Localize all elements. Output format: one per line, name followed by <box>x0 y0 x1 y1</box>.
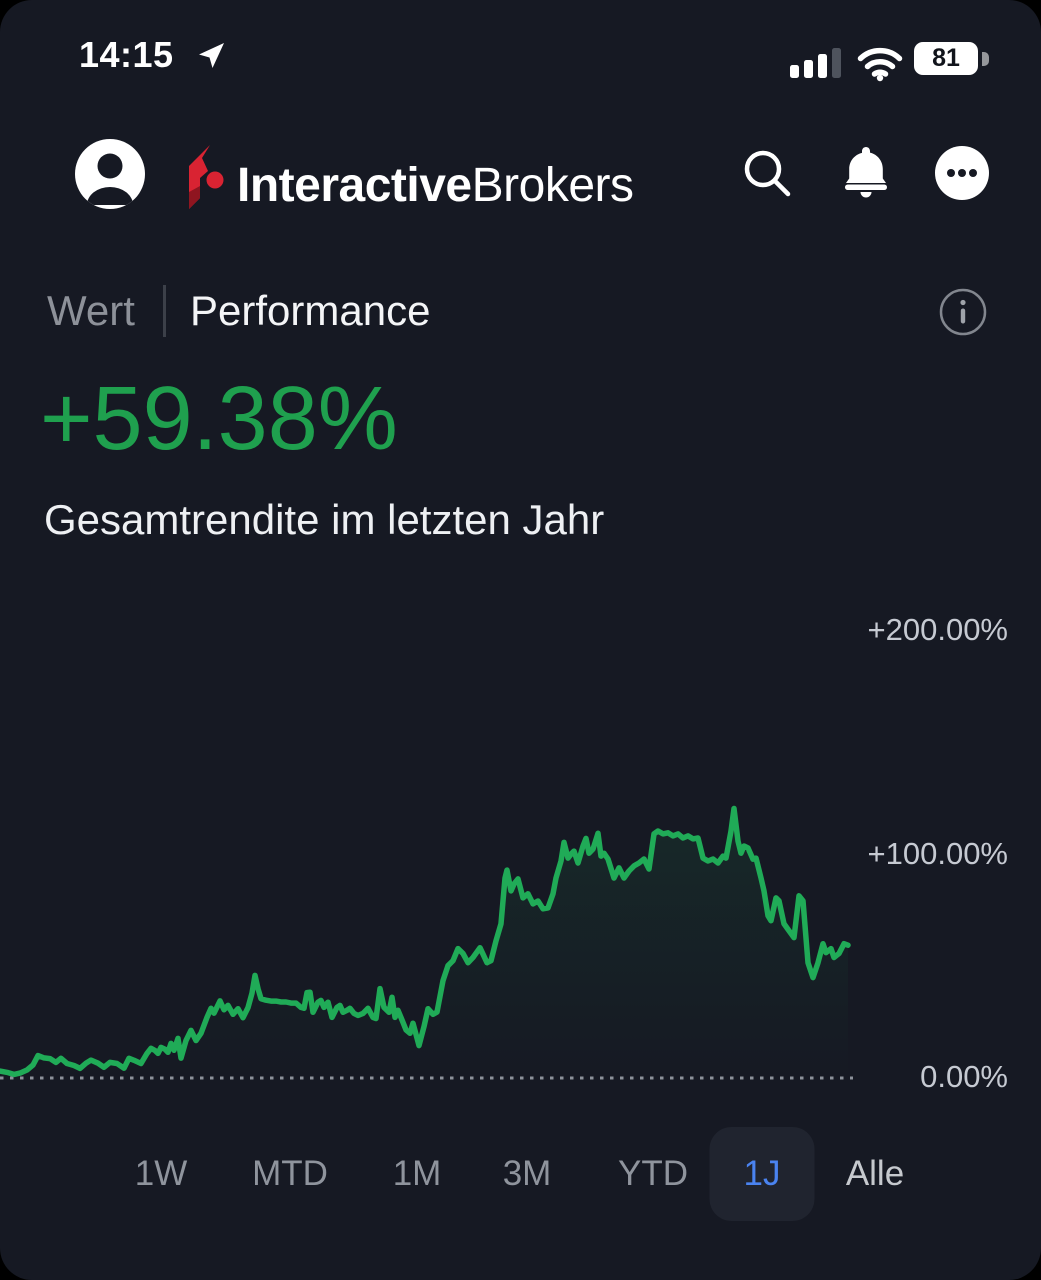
y-axis-tick: 0.00% <box>920 1059 1008 1094</box>
performance-value: +59.38% <box>40 369 398 469</box>
performance-caption: Gesamtrendite im letzten Jahr <box>44 496 605 543</box>
battery-level: 81 <box>932 44 960 72</box>
avatar[interactable] <box>75 139 145 209</box>
range-option-alle[interactable]: Alle <box>845 1154 905 1193</box>
wifi-icon <box>857 47 903 82</box>
brand-name-bold: Interactive <box>237 159 472 212</box>
location-arrow-icon <box>199 43 224 68</box>
more-menu-icon[interactable] <box>934 145 990 201</box>
range-option-1j[interactable]: 1J <box>709 1127 815 1221</box>
battery-nub <box>982 52 989 66</box>
brand-name-regular: Brokers <box>471 159 634 212</box>
tab-performance[interactable]: Performance <box>190 287 431 334</box>
brand-logo-icon <box>189 145 224 209</box>
range-option-1w[interactable]: 1W <box>134 1154 188 1193</box>
battery-icon: 81 <box>914 42 978 75</box>
status-time: 14:15 <box>79 34 174 75</box>
range-option-3m[interactable]: 3M <box>502 1154 552 1193</box>
search-icon[interactable] <box>742 148 794 200</box>
info-icon[interactable] <box>938 287 988 337</box>
brand-wordmark: InteractiveBrokers <box>237 158 634 213</box>
range-option-1m[interactable]: 1M <box>392 1154 442 1193</box>
y-axis-tick: +200.00% <box>867 612 1008 647</box>
performance-chart[interactable] <box>0 560 1041 1105</box>
y-axis-tick: +100.00% <box>867 835 1008 871</box>
chart-area-fill <box>0 808 848 1078</box>
range-option-ytd[interactable]: YTD <box>618 1154 688 1193</box>
chart-line <box>0 805 851 1078</box>
range-option-mtd[interactable]: MTD <box>252 1154 328 1193</box>
cellular-signal-icon <box>790 48 841 78</box>
tab-divider <box>163 285 166 337</box>
tab-wert[interactable]: Wert <box>47 287 135 334</box>
bell-icon[interactable] <box>840 144 892 200</box>
